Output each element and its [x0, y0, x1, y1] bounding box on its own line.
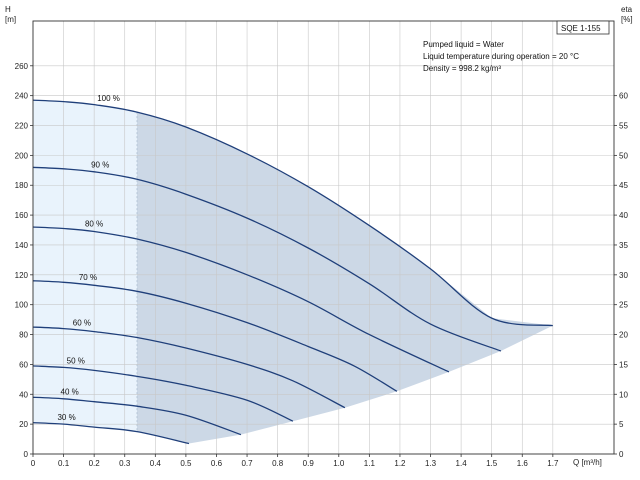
annotation-liquid: Pumped liquid = Water — [423, 40, 504, 49]
y-tick-label: 80 — [19, 331, 28, 340]
x-tick-label: 1.6 — [517, 459, 529, 468]
annotation-density: Density = 998.2 kg/m³ — [423, 64, 501, 73]
y-right-tick-label: 5 — [619, 420, 624, 429]
y-right-axis-unit: [%] — [621, 15, 633, 24]
y-tick-label: 60 — [19, 360, 28, 369]
y-tick-label: 140 — [15, 241, 29, 250]
x-tick-label: 0.8 — [272, 459, 284, 468]
curve-label: 50 % — [67, 357, 85, 366]
y-right-tick-label: 25 — [619, 301, 628, 310]
curve-label: 40 % — [61, 388, 79, 397]
y-axis-unit: [m] — [5, 15, 16, 24]
pump-curve — [32, 326, 346, 409]
annotation-temperature: Liquid temperature during operation = 20… — [423, 52, 579, 61]
pump-curve — [32, 99, 553, 327]
curve-label: 90 % — [91, 161, 109, 170]
x-tick-label: 0.3 — [119, 459, 131, 468]
y-right-tick-label: 20 — [619, 331, 628, 340]
axis-ticks: 0 0.1 0.2 0.3 0.4 0.5 0.6 0.7 0.8 0.9 1.0 1.1 1.2 1.3… — [15, 62, 629, 468]
operating-envelope-area — [137, 112, 553, 444]
pump-curve — [32, 226, 450, 373]
y-right-tick-label: 15 — [619, 360, 628, 369]
y-tick-label: 220 — [15, 122, 29, 131]
x-tick-label: 1.2 — [394, 459, 406, 468]
y-right-tick-label: 60 — [619, 92, 628, 101]
x-tick-label: 0.7 — [241, 459, 253, 468]
y-tick-label: 240 — [15, 92, 29, 101]
curve-label: 80 % — [85, 220, 103, 229]
operating-range-area — [33, 100, 553, 444]
x-tick-label: 0.6 — [211, 459, 223, 468]
y-right-tick-label: 55 — [619, 122, 628, 131]
y-tick-label: 120 — [15, 271, 29, 280]
y-tick-label: 40 — [19, 390, 28, 399]
grid-lines — [32, 21, 614, 455]
y-right-tick-label: 35 — [619, 241, 628, 250]
curve-label: 100 % — [97, 94, 120, 103]
y-axis-label: H — [5, 5, 11, 14]
plot-frame — [32, 20, 615, 455]
y-right-axis-label: eta — [621, 5, 633, 14]
y-tick-label: 200 — [15, 151, 29, 160]
x-tick-label: 0.5 — [180, 459, 192, 468]
x-tick-label: 0 — [31, 459, 36, 468]
model-title: SQE 1-155 — [561, 24, 601, 33]
model-badge — [556, 20, 610, 35]
x-tick-label: 0.2 — [89, 459, 101, 468]
y-right-tick-label: 10 — [619, 390, 628, 399]
x-tick-label: 1.7 — [547, 459, 559, 468]
y-right-tick-label: 50 — [619, 151, 628, 160]
x-tick-label: 0.1 — [58, 459, 70, 468]
y-right-tick-label: 45 — [619, 181, 628, 190]
y-right-tick-label: 0 — [619, 450, 624, 459]
low-flow-area — [33, 100, 137, 432]
y-tick-label: 260 — [15, 62, 29, 71]
pump-curve — [32, 396, 242, 436]
x-tick-label: 1.4 — [456, 459, 468, 468]
y-tick-label: 160 — [15, 211, 29, 220]
curve-label: 30 % — [57, 413, 75, 422]
x-axis-label: Q [m³/h] — [573, 458, 602, 467]
x-tick-label: 0.9 — [303, 459, 315, 468]
pump-curve — [32, 421, 190, 445]
x-tick-label: 1.0 — [333, 459, 345, 468]
pump-curve — [32, 166, 502, 352]
y-tick-label: 100 — [15, 301, 29, 310]
curve-label: 60 % — [73, 318, 91, 327]
y-tick-label: 180 — [15, 181, 29, 190]
y-right-tick-label: 40 — [619, 211, 628, 220]
x-tick-label: 0.4 — [150, 459, 162, 468]
y-tick-label: 0 — [24, 450, 29, 459]
pump-curve — [32, 365, 294, 422]
pump-curves: 100 % 90 % 80 % 70 % 60 % 50 % 40 % 30 % — [32, 94, 553, 445]
pump-curve — [32, 280, 398, 392]
curve-label: 70 % — [79, 273, 97, 282]
x-tick-label: 1.1 — [364, 459, 376, 468]
plot-border — [32, 20, 615, 455]
x-tick-label: 1.5 — [486, 459, 498, 468]
x-tick-label: 1.3 — [425, 459, 437, 468]
y-right-tick-label: 30 — [619, 271, 628, 280]
y-tick-label: 20 — [19, 420, 28, 429]
